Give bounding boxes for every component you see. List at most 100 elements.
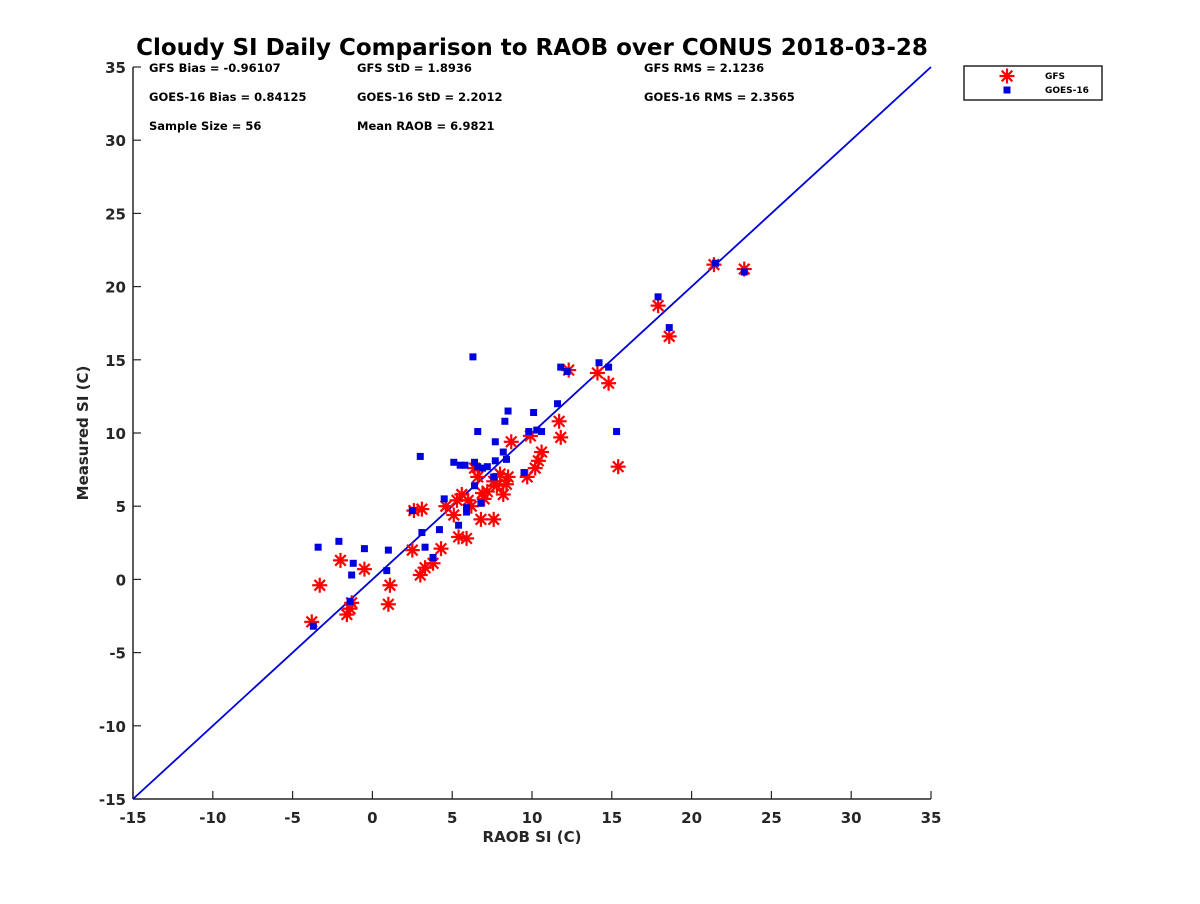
- x-tick-label: 30: [841, 809, 862, 827]
- y-tick-label: 15: [105, 352, 126, 370]
- gfs-point: [382, 577, 398, 593]
- goes-16-point: [429, 553, 437, 561]
- x-tick-label: 5: [447, 809, 457, 827]
- goes-16-point: [360, 545, 368, 553]
- x-tick-label: 0: [367, 809, 377, 827]
- x-tick-label: 10: [522, 809, 543, 827]
- legend-label-goes-16: GOES-16: [1045, 86, 1089, 96]
- gfs-point: [312, 577, 328, 593]
- gfs-point: [459, 530, 475, 546]
- goes-16-point: [654, 293, 662, 301]
- y-tick-label: 5: [116, 498, 126, 516]
- goes-16-point: [479, 464, 487, 472]
- y-tick-label: 35: [105, 59, 126, 77]
- goes-16-point: [474, 463, 482, 471]
- stat-annotation: GFS StD = 1.8936: [357, 61, 472, 75]
- goes-16-point: [383, 567, 391, 575]
- legend-label-gfs: GFS: [1045, 72, 1065, 82]
- goes-16-point: [605, 363, 613, 371]
- stat-annotation: GFS RMS = 2.1236: [644, 61, 764, 75]
- goes-16-point: [554, 400, 562, 408]
- stat-annotation: Mean RAOB = 6.9821: [357, 119, 495, 133]
- gfs-point: [601, 375, 617, 391]
- goes-16-point: [525, 428, 533, 436]
- y-tick-label: 20: [105, 279, 126, 297]
- goes-16-point: [501, 417, 509, 425]
- y-axis-label: Measured SI (C): [74, 366, 92, 501]
- y-tick-label: -10: [99, 718, 126, 736]
- goes-16-point: [538, 428, 546, 436]
- gfs-point: [610, 459, 626, 475]
- goes-16-point: [461, 461, 469, 469]
- gfs-point: [551, 413, 567, 429]
- goes-16-point: [469, 353, 477, 361]
- x-tick-label: 20: [681, 809, 702, 827]
- x-axis-label: RAOB SI (C): [483, 828, 582, 846]
- gfs-point: [489, 478, 505, 494]
- x-tick-label: -15: [119, 809, 146, 827]
- goes-16-point: [349, 559, 357, 567]
- plot-area: -15 -10 -5 0 5 10 15 20 25 30 35 -15 -10 -5 0 5 10 15 20 25…: [99, 59, 942, 827]
- goes-16-point: [530, 409, 538, 417]
- goes-16-point: [463, 508, 471, 516]
- legend: GFS GOES-16: [963, 65, 1103, 101]
- gfs-point: [332, 552, 348, 568]
- gfs-point: [495, 486, 511, 502]
- gfs-point: [661, 328, 677, 344]
- goes-16-point: [440, 495, 448, 503]
- gfs-point: [650, 298, 666, 314]
- goes-16-point: [557, 363, 565, 371]
- x-tick-label: -10: [199, 809, 226, 827]
- goes-16-point: [613, 428, 621, 436]
- goes-16-point: [712, 259, 720, 267]
- stat-annotation: Sample Size = 56: [149, 119, 261, 133]
- goes-16-point: [314, 543, 322, 551]
- goes-16-point: [471, 482, 479, 490]
- goes-16-point: [595, 359, 603, 367]
- x-tick-label: 35: [921, 809, 942, 827]
- gfs-point: [486, 511, 502, 527]
- gfs-point: [446, 507, 462, 523]
- goes-16-point: [455, 521, 463, 529]
- y-tick-label: 30: [105, 132, 126, 150]
- chart-title: Cloudy SI Daily Comparison to RAOB over …: [136, 35, 928, 61]
- x-tick-label: 25: [761, 809, 782, 827]
- stat-annotation: GFS Bias = -0.96107: [149, 61, 281, 75]
- goes-16-point: [384, 546, 392, 554]
- gfs-point: [473, 511, 489, 527]
- y-tick-label: 0: [116, 571, 126, 589]
- goes-16-point: [490, 473, 498, 481]
- gfs-point: [380, 596, 396, 612]
- gfs-point: [553, 429, 569, 445]
- gfs-point: [589, 365, 605, 381]
- goes-16-point: [463, 504, 471, 512]
- goes-16-point: [477, 499, 485, 507]
- x-tick-label: 15: [601, 809, 622, 827]
- goes-16-point: [499, 448, 507, 456]
- goes-16-point: [309, 622, 317, 630]
- gfs-point: [503, 434, 519, 450]
- goes-16-point: [491, 438, 499, 446]
- goes-16-point: [502, 455, 510, 463]
- goes-16-point: [346, 597, 354, 605]
- goes-16-point: [421, 543, 429, 551]
- legend-marker-goes-16: [1003, 86, 1011, 94]
- goes-16-point: [335, 537, 343, 545]
- gfs-point: [404, 542, 420, 558]
- goes-16-point: [348, 571, 356, 579]
- goes-16-point: [418, 529, 426, 537]
- goes-16-point: [483, 463, 491, 471]
- goes-16-point: [665, 324, 673, 332]
- gfs-point: [433, 541, 449, 557]
- y-tick-label: -5: [109, 645, 126, 663]
- goes-16-point: [450, 458, 458, 466]
- legend-box: [963, 65, 1103, 101]
- stat-annotation: GOES-16 StD = 2.2012: [357, 90, 502, 104]
- goes-16-point: [740, 268, 748, 276]
- legend-marker-gfs: [999, 68, 1015, 84]
- goes-16-point: [408, 507, 416, 515]
- gfs-point: [470, 469, 486, 485]
- gfs-point: [500, 469, 516, 485]
